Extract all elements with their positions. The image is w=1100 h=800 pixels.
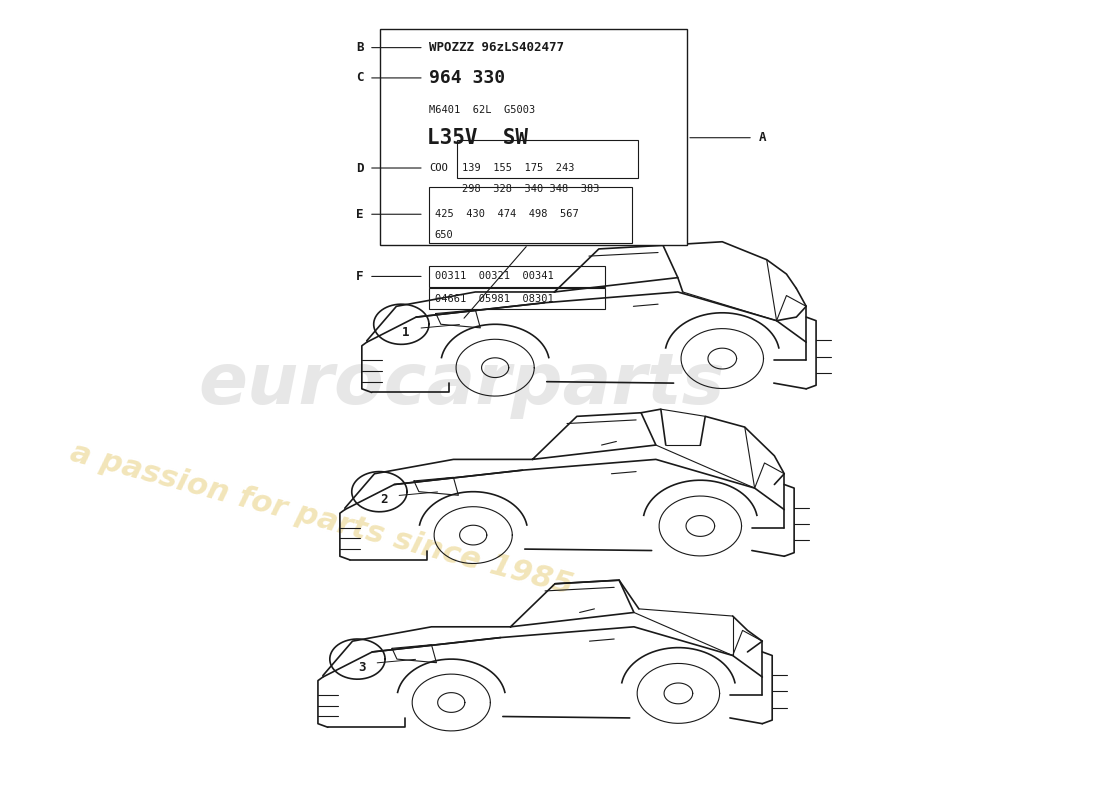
Text: eurocarparts: eurocarparts xyxy=(199,350,725,418)
Text: 2: 2 xyxy=(379,493,387,506)
Text: COO: COO xyxy=(429,163,448,173)
Text: M6401  62L  G5003: M6401 62L G5003 xyxy=(429,105,536,115)
Text: WPOZZZ 96zLS402477: WPOZZZ 96zLS402477 xyxy=(429,41,564,54)
Text: 650: 650 xyxy=(434,230,453,240)
Text: E: E xyxy=(356,208,363,221)
Text: C: C xyxy=(356,71,363,85)
Text: 00311  00321  00341: 00311 00321 00341 xyxy=(434,271,553,282)
Bar xyxy=(456,140,638,178)
Text: A: A xyxy=(759,131,766,144)
Text: 964 330: 964 330 xyxy=(429,69,505,87)
Text: 1: 1 xyxy=(402,326,409,338)
Text: B: B xyxy=(356,41,363,54)
Text: L35V  SW: L35V SW xyxy=(427,128,528,148)
Bar xyxy=(429,288,605,309)
Bar xyxy=(429,187,632,243)
Text: D: D xyxy=(356,162,363,174)
Text: a passion for parts since 1985: a passion for parts since 1985 xyxy=(67,438,576,601)
Text: 04661  05981  08301: 04661 05981 08301 xyxy=(434,294,553,304)
Text: 3: 3 xyxy=(358,661,365,674)
Text: F: F xyxy=(356,270,363,283)
Text: 139  155  175  243: 139 155 175 243 xyxy=(462,163,574,173)
Bar xyxy=(429,266,605,286)
Bar xyxy=(379,30,688,245)
Text: 425  430  474  498  567: 425 430 474 498 567 xyxy=(434,210,579,219)
Text: 298  328  340 348  383: 298 328 340 348 383 xyxy=(462,184,600,194)
